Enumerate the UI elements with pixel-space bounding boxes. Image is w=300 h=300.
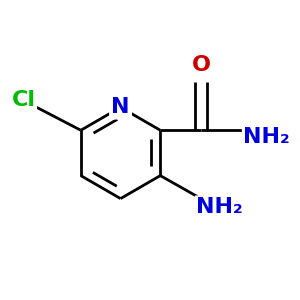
- Text: NH₂: NH₂: [196, 196, 243, 217]
- Text: O: O: [191, 55, 210, 75]
- Text: N: N: [111, 97, 130, 117]
- Text: NH₂: NH₂: [243, 127, 290, 147]
- Text: Cl: Cl: [12, 90, 36, 110]
